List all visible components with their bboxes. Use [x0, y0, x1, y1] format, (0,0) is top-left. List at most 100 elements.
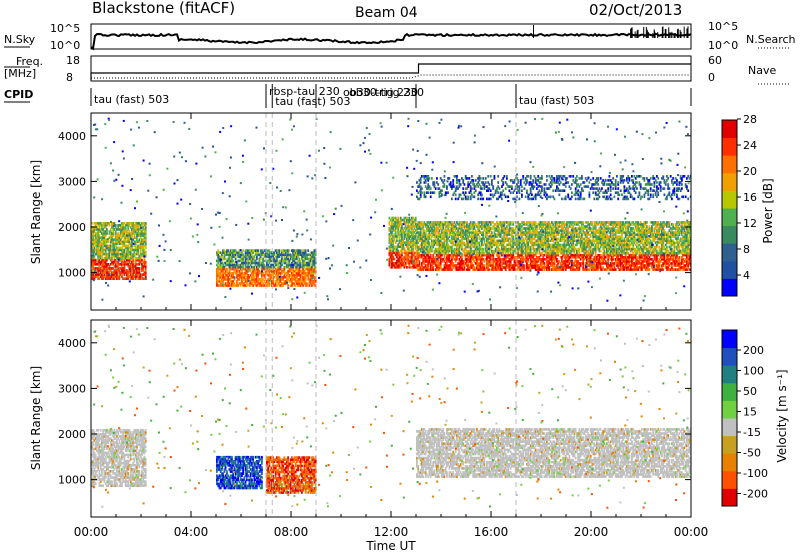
echo-cell	[307, 257, 310, 261]
echo-cell	[586, 239, 588, 243]
echo-cell	[413, 241, 416, 244]
echo-cell	[536, 239, 538, 243]
echo-cell	[408, 229, 411, 232]
echo-cell	[406, 233, 408, 236]
echo-cell	[499, 235, 502, 238]
echo-cell	[236, 274, 238, 277]
echo-cell	[276, 267, 278, 271]
echo-cell	[216, 276, 218, 279]
echo-cell	[242, 261, 244, 265]
echo-cell	[412, 216, 415, 220]
echo-cell	[446, 264, 448, 267]
echo-cell	[239, 271, 242, 275]
echo-cell	[127, 244, 130, 248]
echo-cell	[457, 229, 460, 232]
echo-cell	[234, 253, 237, 257]
echo-cell	[92, 252, 95, 256]
echo-cell	[492, 268, 495, 271]
echo-cell	[233, 282, 236, 285]
echo-cell	[477, 266, 480, 269]
echo-cell	[589, 264, 592, 267]
echo-cell	[466, 225, 468, 228]
echo-cell	[291, 278, 293, 281]
echo-cell	[561, 233, 563, 236]
echo-cell	[427, 239, 430, 243]
echo-cell	[507, 231, 510, 234]
echo-cell	[302, 284, 304, 287]
echo-cell	[533, 262, 536, 265]
echo-cell	[439, 266, 442, 269]
echo-cell	[572, 239, 575, 243]
echo-cell	[122, 228, 125, 231]
echo-cell	[548, 249, 551, 253]
echo-cell	[544, 251, 547, 255]
echo-cell	[239, 282, 242, 285]
echo-cell	[542, 223, 545, 226]
echo-cell	[398, 253, 401, 257]
echo-cell	[306, 265, 308, 269]
echo-cell	[241, 265, 243, 269]
echo-cell	[307, 263, 310, 267]
echo-cell	[134, 273, 137, 276]
echo-cell	[309, 278, 312, 281]
echo-cell	[388, 261, 391, 265]
echo-cell	[309, 280, 312, 283]
echo-cell	[132, 275, 135, 278]
echo-cell	[286, 249, 288, 252]
echo-cell	[524, 256, 527, 259]
echo-cell	[512, 223, 515, 226]
echo-cell	[248, 253, 251, 257]
echo-cell	[219, 267, 222, 271]
echo-cell	[233, 253, 236, 257]
echo-cell	[103, 275, 106, 278]
echo-cell	[228, 284, 231, 287]
echo-cell	[144, 222, 147, 225]
echo-cell	[112, 240, 115, 244]
echo-cell	[414, 229, 417, 232]
echo-cell	[228, 282, 231, 285]
echo-cell	[114, 226, 117, 229]
echo-cell	[534, 221, 537, 224]
echo-cell	[573, 268, 576, 271]
echo-cell	[549, 251, 552, 255]
echo-cell	[109, 234, 112, 237]
echo-cell	[272, 269, 274, 273]
echo-cell	[552, 251, 555, 255]
echo-cell	[522, 231, 525, 234]
echo-cell	[437, 235, 440, 238]
echo-cell	[112, 230, 115, 233]
echo-cell	[538, 266, 541, 269]
echo-cell	[521, 256, 523, 259]
echo-cell	[534, 233, 537, 236]
echo-cell	[398, 220, 401, 224]
echo-cell	[496, 229, 498, 232]
echo-cell	[471, 262, 473, 265]
echo-cell	[492, 256, 495, 259]
echo-cell	[439, 221, 442, 224]
echo-cell	[121, 248, 123, 252]
echo-cell	[472, 256, 475, 259]
echo-cell	[572, 229, 575, 232]
echo-cell	[297, 253, 299, 257]
echo-cell	[399, 227, 402, 230]
echo-cell	[258, 253, 261, 257]
echo-cell	[393, 263, 396, 267]
echo-cell	[308, 257, 311, 261]
echo-cell	[99, 261, 102, 264]
echo-cell	[298, 251, 301, 254]
echo-cell	[581, 225, 583, 228]
echo-cell	[432, 221, 435, 224]
echo-cell	[92, 256, 95, 260]
echo-cell	[286, 274, 288, 277]
echo-cell	[523, 223, 526, 226]
echo-cell	[508, 237, 511, 241]
echo-cell	[463, 249, 466, 253]
echo-cell	[509, 243, 512, 247]
echo-cell	[542, 262, 545, 265]
echo-cell	[521, 229, 523, 232]
echo-cell	[451, 264, 453, 267]
echo-cell	[531, 233, 533, 236]
echo-cell	[478, 247, 481, 251]
echo-cell	[136, 246, 138, 250]
echo-cell	[476, 249, 478, 253]
